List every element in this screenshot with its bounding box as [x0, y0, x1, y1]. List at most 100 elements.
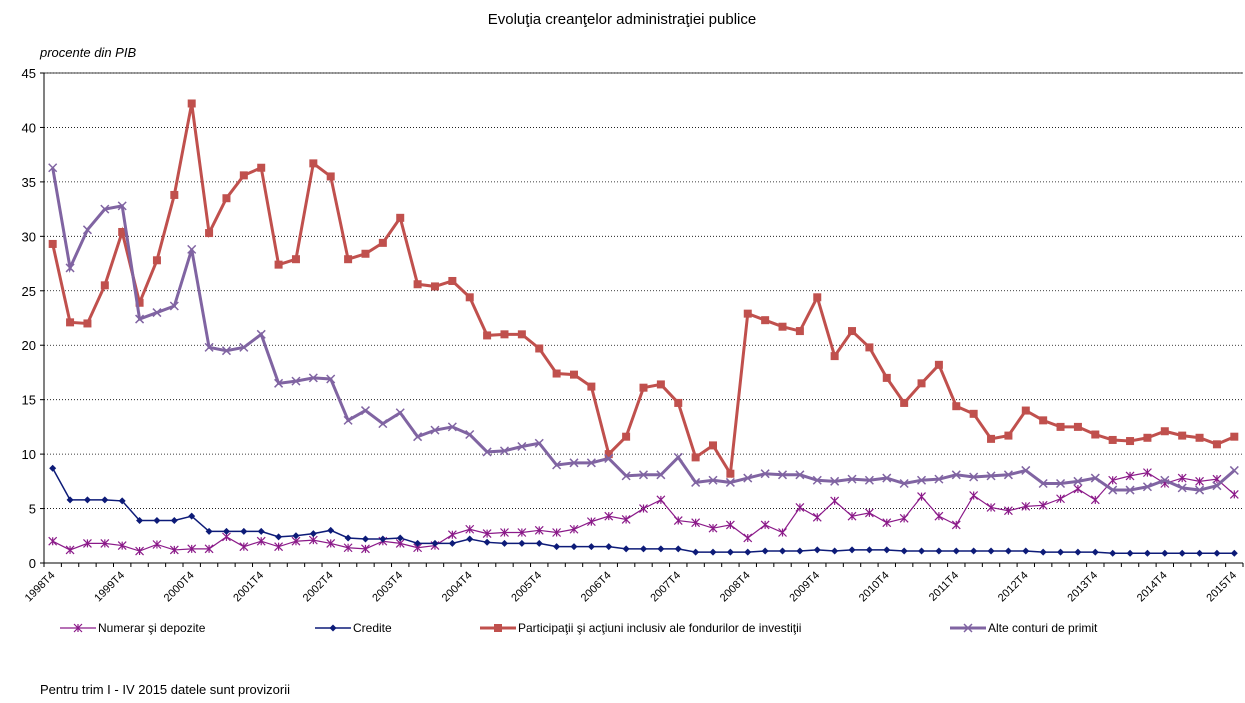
marker: [899, 478, 909, 489]
marker: [951, 520, 961, 530]
x-tick-label: 2014T4: [1135, 569, 1170, 604]
marker: [1022, 547, 1030, 555]
marker: [656, 470, 666, 480]
marker: [969, 491, 979, 500]
legend-label: Alte conturi de primit: [988, 621, 1098, 635]
chart-title: Evoluţia creanţelor administraţiei publi…: [488, 11, 756, 28]
marker: [1091, 430, 1100, 439]
x-tick-label: 2002T4: [301, 569, 336, 604]
marker: [1021, 465, 1031, 475]
series: [48, 468, 1239, 556]
marker: [430, 425, 440, 435]
marker: [135, 298, 144, 307]
legend-label: Participaţii şi acţiuni inclusiv ale fon…: [518, 621, 801, 635]
y-tick-label: 30: [22, 229, 36, 244]
marker: [899, 513, 909, 523]
marker: [796, 547, 804, 555]
marker: [1003, 506, 1013, 516]
marker: [725, 520, 735, 530]
marker: [934, 511, 944, 521]
marker: [813, 293, 822, 302]
marker: [777, 470, 788, 480]
marker: [1160, 427, 1169, 436]
marker: [900, 398, 909, 407]
marker: [344, 255, 353, 264]
marker: [222, 194, 231, 203]
marker: [708, 475, 718, 485]
marker: [1108, 485, 1118, 495]
legend-item: Alte conturi de primit: [950, 621, 1098, 635]
marker: [778, 528, 787, 537]
marker: [534, 525, 544, 535]
marker: [1021, 501, 1031, 511]
marker: [1091, 548, 1099, 556]
marker: [708, 523, 718, 533]
series: [48, 163, 1239, 495]
marker: [691, 477, 701, 487]
marker: [1108, 435, 1117, 444]
marker: [1160, 475, 1170, 485]
marker: [1178, 549, 1186, 557]
marker: [865, 546, 873, 554]
series-line: [51, 167, 1236, 492]
marker: [864, 475, 874, 485]
marker: [795, 470, 805, 480]
marker: [448, 276, 457, 285]
y-tick-label: 25: [22, 284, 36, 299]
marker: [760, 520, 770, 530]
marker: [1090, 495, 1100, 505]
marker: [639, 383, 648, 392]
marker: [329, 624, 337, 632]
marker: [82, 225, 92, 235]
marker: [326, 538, 336, 548]
marker: [152, 256, 161, 265]
y-tick-label: 0: [29, 556, 36, 571]
y-tick-label: 35: [22, 175, 36, 190]
marker: [152, 308, 162, 318]
marker: [917, 492, 926, 502]
marker: [291, 376, 301, 386]
marker: [1073, 422, 1082, 431]
marker: [987, 547, 995, 555]
marker: [257, 527, 265, 535]
marker: [256, 329, 266, 339]
marker: [1108, 475, 1118, 485]
marker: [500, 539, 508, 547]
marker: [205, 527, 213, 535]
marker: [725, 477, 735, 487]
x-tick-label: 1998T4: [23, 569, 58, 604]
marker: [187, 244, 197, 254]
legend-label: Credite: [353, 621, 392, 635]
x-tick-label: 2011T4: [927, 569, 961, 603]
y-tick-label: 10: [22, 447, 36, 462]
marker: [604, 453, 614, 463]
marker: [917, 379, 926, 388]
marker: [691, 518, 701, 528]
marker: [744, 548, 752, 556]
marker: [622, 432, 631, 441]
marker: [640, 545, 647, 553]
marker: [848, 546, 856, 554]
x-tick-label: 2005T4: [509, 569, 544, 604]
marker: [779, 547, 787, 555]
marker: [239, 342, 249, 352]
marker: [761, 316, 770, 325]
marker: [969, 409, 978, 418]
legend-item: Numerar şi depozite: [60, 621, 206, 635]
marker: [1057, 548, 1065, 556]
marker: [552, 369, 561, 378]
marker: [448, 539, 456, 547]
y-tick-label: 45: [22, 66, 36, 81]
y-tick-label: 40: [22, 120, 36, 135]
marker: [1229, 465, 1239, 475]
marker: [413, 432, 423, 442]
marker: [466, 535, 474, 543]
marker: [587, 382, 596, 391]
marker: [274, 260, 283, 269]
marker: [414, 539, 422, 547]
marker: [1229, 489, 1239, 499]
marker: [605, 543, 613, 551]
marker: [447, 530, 457, 540]
marker: [379, 535, 387, 543]
y-tick-label: 20: [22, 338, 36, 353]
